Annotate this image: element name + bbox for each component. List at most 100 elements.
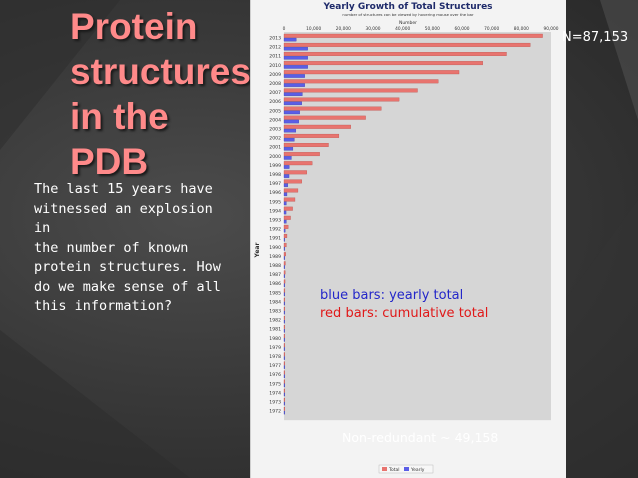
- x-tick-label: 0: [283, 26, 286, 32]
- total-bar: [283, 124, 351, 129]
- red-bars-caption: red bars: cumulative total: [320, 306, 489, 321]
- total-bar: [283, 252, 286, 257]
- total-bar: [283, 388, 285, 393]
- total-bar: [283, 270, 286, 275]
- total-bar: [283, 152, 320, 157]
- y-tick-label: 1982: [269, 318, 281, 324]
- total-bar: [283, 334, 285, 339]
- y-tick-label: 1993: [269, 218, 281, 224]
- yearly-bar: [283, 319, 285, 324]
- total-count-label: N=87,153: [562, 30, 629, 45]
- x-tick-label: 90,000: [543, 26, 558, 32]
- y-tick-label: 2008: [269, 81, 281, 87]
- x-tick-label: 20,000: [336, 26, 351, 32]
- y-tick-label: 2005: [269, 108, 281, 114]
- chart-panel: Yearly Growth of Total Structures number …: [250, 0, 566, 478]
- total-bar: [283, 370, 285, 375]
- x-tick-label: 70,000: [484, 26, 499, 32]
- y-tick-label: 2009: [269, 72, 281, 78]
- x-tick-label: 60,000: [454, 26, 469, 32]
- slide-title: Protein structures in the PDB: [70, 4, 251, 184]
- x-tick-label: 50,000: [425, 26, 440, 32]
- y-tick-label: 1983: [269, 309, 281, 315]
- yearly-bar: [283, 192, 288, 197]
- yearly-bar: [283, 201, 287, 206]
- total-bar: [283, 179, 302, 184]
- yearly-bar: [283, 147, 294, 151]
- body-line: this information?: [34, 298, 173, 314]
- yearly-bar: [283, 356, 285, 360]
- yearly-bar: [283, 101, 302, 106]
- y-tick-label: 1978: [269, 354, 281, 360]
- plot-area: [284, 32, 551, 421]
- y-tick-label: 2011: [269, 54, 281, 60]
- body-line: protein structures. How: [34, 259, 221, 275]
- yearly-bar: [283, 174, 290, 178]
- yearly-bar: [283, 301, 285, 306]
- total-bar: [283, 52, 507, 56]
- y-tick-label: 1991: [269, 236, 281, 242]
- y-tick-label: 1973: [269, 400, 281, 406]
- yearly-bar: [283, 383, 285, 388]
- total-bar: [283, 288, 286, 293]
- title-line: Protein: [70, 6, 198, 47]
- y-tick-label: 1999: [269, 163, 281, 169]
- title-line: structures: [70, 51, 251, 92]
- legend-label-yearly: Yearly: [410, 467, 425, 473]
- x-tick-label: 10,000: [306, 26, 321, 32]
- y-tick-label: 2010: [269, 63, 281, 69]
- yearly-bar: [283, 37, 297, 42]
- total-bar: [283, 343, 285, 348]
- yearly-bar: [283, 137, 295, 142]
- total-bar: [283, 297, 285, 302]
- y-tick-label: 2002: [269, 136, 281, 142]
- yearly-bar: [283, 410, 285, 415]
- total-bar: [283, 352, 285, 357]
- body-line: The last 15 years have: [34, 181, 213, 197]
- total-bar: [283, 97, 400, 102]
- yearly-bar: [283, 228, 286, 233]
- y-tick-label: 1998: [269, 172, 281, 178]
- yearly-bar: [283, 65, 308, 69]
- total-bar: [283, 243, 287, 248]
- total-bar: [283, 261, 286, 266]
- y-tick-label: 1989: [269, 254, 281, 260]
- total-bar: [283, 279, 286, 284]
- yearly-bar: [283, 238, 285, 242]
- body-line: do we make sense of all: [34, 278, 221, 295]
- yearly-bar: [283, 219, 287, 224]
- yearly-bar: [283, 292, 285, 297]
- y-tick-label: 1987: [269, 272, 281, 278]
- total-bar: [283, 215, 291, 220]
- total-bar: [283, 42, 531, 47]
- total-bar: [283, 88, 418, 93]
- yearly-bar: [283, 128, 297, 133]
- legend-label-total: Total: [388, 467, 400, 473]
- total-bar: [283, 79, 439, 84]
- y-tick-label: 2006: [269, 99, 281, 105]
- y-tick-label: 1986: [269, 281, 281, 287]
- y-tick-label: 1997: [269, 181, 281, 187]
- total-bar: [283, 61, 483, 66]
- yearly-bar: [283, 156, 292, 160]
- y-tick-label: 2013: [269, 36, 281, 42]
- title-line: PDB: [70, 141, 149, 182]
- legend-swatch-yearly: [404, 467, 409, 471]
- y-tick-label: 2003: [269, 127, 281, 133]
- y-tick-label: 1995: [269, 199, 281, 205]
- total-bar: [283, 133, 340, 138]
- y-tick-label: 1984: [269, 299, 281, 305]
- yearly-bar: [283, 256, 285, 260]
- title-line: in the: [70, 96, 169, 137]
- yearly-bar: [283, 119, 299, 124]
- body-line: the number of known: [34, 239, 189, 256]
- total-bar: [283, 197, 296, 202]
- total-bar: [283, 224, 289, 229]
- y-tick-label: 1996: [269, 190, 281, 196]
- total-bar: [283, 143, 329, 147]
- yearly-bar: [283, 365, 285, 369]
- total-bar: [283, 161, 313, 166]
- y-tick-label: 2012: [269, 45, 281, 51]
- yearly-bar: [283, 56, 308, 60]
- yearly-bar: [283, 347, 285, 351]
